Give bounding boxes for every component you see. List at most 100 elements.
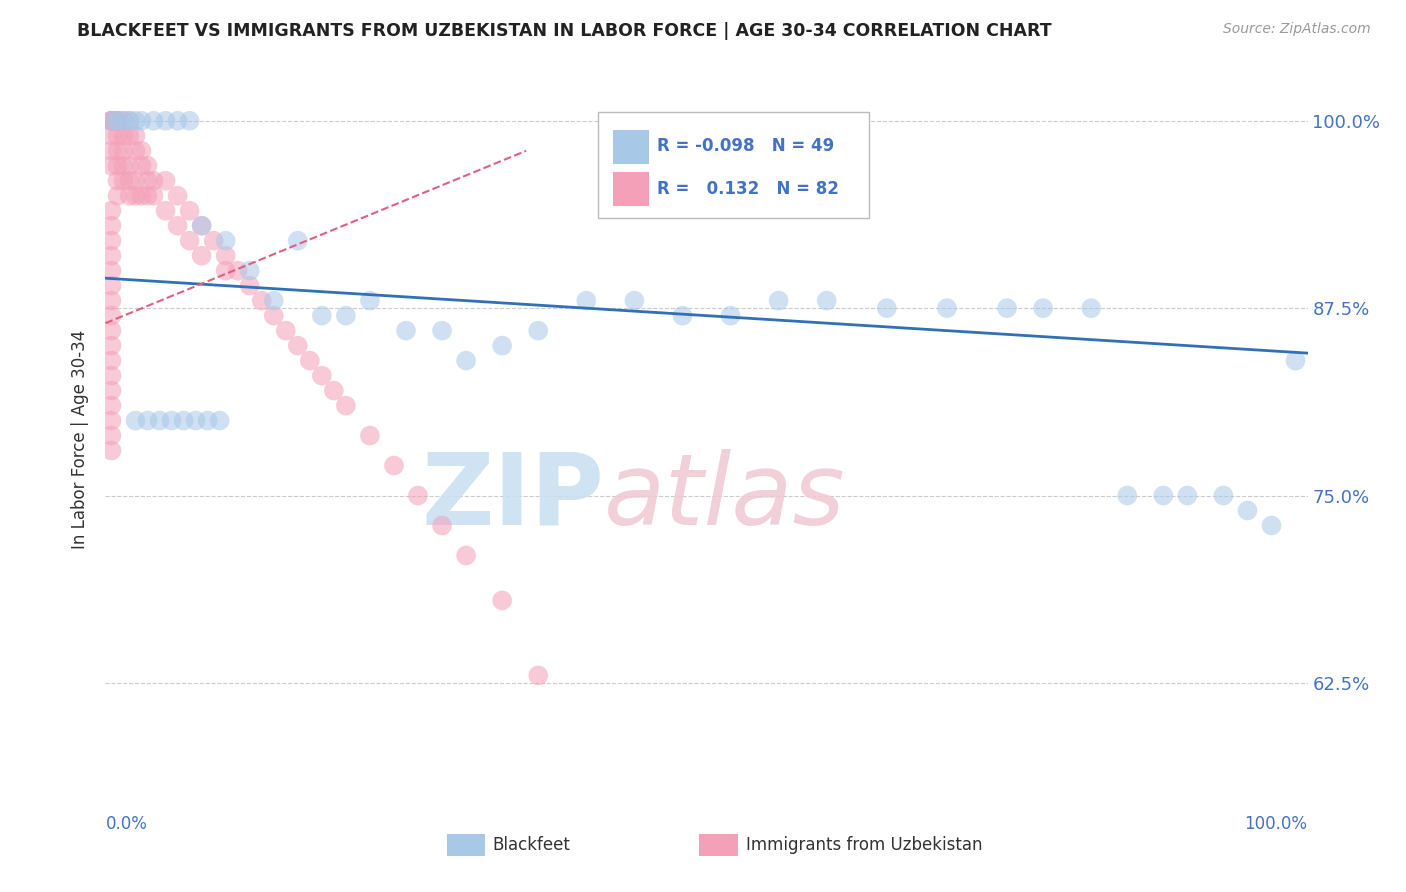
Point: [430, 324, 453, 338]
Point: [190, 219, 212, 233]
Point: [623, 293, 645, 308]
Point: [131, 113, 153, 128]
Point: [287, 234, 309, 248]
Point: [107, 159, 129, 173]
Point: [335, 309, 357, 323]
Point: [179, 113, 201, 128]
Point: [311, 368, 333, 383]
Point: [131, 159, 153, 173]
FancyBboxPatch shape: [447, 834, 485, 855]
Point: [1284, 353, 1306, 368]
Point: [118, 113, 141, 128]
Point: [136, 174, 159, 188]
Text: 100.0%: 100.0%: [1244, 814, 1308, 833]
Point: [359, 293, 381, 308]
Point: [239, 263, 262, 277]
Point: [100, 203, 122, 218]
Point: [876, 301, 898, 315]
Point: [1260, 518, 1282, 533]
Point: [1080, 301, 1102, 315]
Point: [100, 234, 122, 248]
Point: [155, 174, 177, 188]
Point: [148, 413, 170, 427]
Point: [995, 301, 1018, 315]
Text: R =   0.132   N = 82: R = 0.132 N = 82: [657, 179, 839, 197]
Point: [131, 188, 153, 202]
Point: [815, 293, 838, 308]
Point: [100, 128, 122, 143]
Point: [359, 428, 381, 442]
Point: [322, 384, 344, 398]
Point: [124, 128, 146, 143]
Point: [100, 113, 122, 128]
Point: [173, 413, 195, 427]
Point: [100, 293, 122, 308]
Point: [100, 263, 122, 277]
Point: [100, 368, 122, 383]
FancyBboxPatch shape: [613, 129, 648, 164]
Point: [100, 144, 122, 158]
FancyBboxPatch shape: [699, 834, 738, 855]
Point: [100, 278, 122, 293]
FancyBboxPatch shape: [613, 172, 648, 206]
Point: [100, 113, 122, 128]
Point: [107, 113, 129, 128]
Point: [107, 128, 129, 143]
Point: [118, 128, 141, 143]
Point: [100, 413, 122, 427]
Point: [112, 128, 135, 143]
Point: [287, 338, 309, 352]
Point: [100, 219, 122, 233]
Text: BLACKFEET VS IMMIGRANTS FROM UZBEKISTAN IN LABOR FORCE | AGE 30-34 CORRELATION C: BLACKFEET VS IMMIGRANTS FROM UZBEKISTAN …: [77, 22, 1052, 40]
Point: [335, 399, 357, 413]
Point: [118, 174, 141, 188]
Point: [107, 174, 129, 188]
Point: [118, 159, 141, 173]
Point: [136, 188, 159, 202]
Point: [124, 413, 146, 427]
Point: [179, 203, 201, 218]
Point: [107, 188, 129, 202]
Point: [491, 338, 513, 352]
Point: [124, 144, 146, 158]
Point: [214, 249, 236, 263]
Point: [142, 174, 165, 188]
Point: [100, 324, 122, 338]
Point: [136, 413, 159, 427]
Point: [112, 113, 135, 128]
Text: 0.0%: 0.0%: [105, 814, 148, 833]
Y-axis label: In Labor Force | Age 30-34: In Labor Force | Age 30-34: [72, 330, 90, 549]
Point: [107, 113, 129, 128]
Point: [250, 293, 273, 308]
Point: [155, 203, 177, 218]
Point: [100, 399, 122, 413]
Point: [936, 301, 959, 315]
Point: [179, 234, 201, 248]
Point: [112, 159, 135, 173]
Text: Immigrants from Uzbekistan: Immigrants from Uzbekistan: [747, 836, 983, 854]
Point: [1212, 489, 1234, 503]
Point: [136, 159, 159, 173]
Point: [166, 219, 188, 233]
Point: [124, 188, 146, 202]
Text: Blackfeet: Blackfeet: [492, 836, 571, 854]
Text: R = -0.098   N = 49: R = -0.098 N = 49: [657, 137, 835, 155]
Point: [142, 113, 165, 128]
Text: ZIP: ZIP: [422, 449, 605, 546]
Point: [274, 324, 297, 338]
Point: [166, 113, 188, 128]
Point: [430, 518, 453, 533]
Point: [107, 113, 129, 128]
Point: [100, 249, 122, 263]
Point: [720, 309, 742, 323]
FancyBboxPatch shape: [599, 112, 869, 218]
Point: [1116, 489, 1139, 503]
Point: [118, 113, 141, 128]
Point: [107, 144, 129, 158]
Point: [155, 113, 177, 128]
Point: [100, 113, 122, 128]
Point: [214, 234, 236, 248]
Point: [197, 413, 219, 427]
Point: [112, 174, 135, 188]
Point: [527, 668, 550, 682]
